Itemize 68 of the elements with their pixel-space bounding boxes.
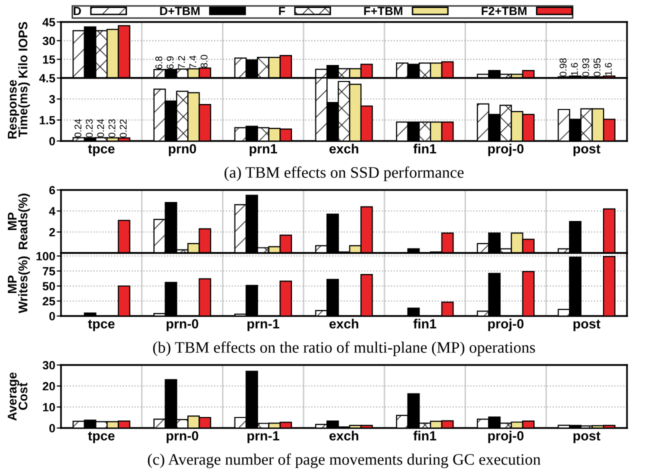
data-label: 0.22: [120, 119, 127, 138]
x-tick-label: prn-1: [248, 319, 280, 332]
y-tick-label: 3: [49, 95, 56, 104]
y-tick-label: 100: [36, 252, 55, 260]
data-label: 0.24: [74, 119, 82, 138]
text: (b) TBM effects on the ratio of multi-plane (MP) operations: [153, 341, 535, 356]
y-axis-title: Response Time(ms): [8, 80, 30, 139]
y-axis-title: MP Writes(%): [8, 256, 30, 314]
y-tick-label: 0: [49, 137, 55, 146]
x-tick-label: proj-0: [488, 318, 524, 332]
x-tick-label: prn1: [250, 144, 278, 156]
legend-label: D: [74, 6, 81, 16]
data-label: 7.2: [178, 56, 185, 69]
y-tick-label: 15: [43, 55, 56, 64]
x-tick-label: exch: [329, 144, 358, 154]
y-tick-label: 30: [42, 36, 55, 46]
y-axis-title: Kilo IOPS: [18, 22, 28, 78]
y-tick-label: 1.5: [40, 116, 56, 124]
x-tick-label: fin1: [413, 144, 436, 154]
x-tick-label: tpce: [88, 432, 115, 444]
x-tick-label: fin1: [413, 430, 436, 440]
data-label: 1.6: [570, 62, 578, 76]
x-tick-label: proj-0: [488, 144, 524, 156]
y-tick-label: 25: [42, 297, 56, 306]
x-tick-label: prn0: [168, 144, 196, 156]
y-tick-label: 20: [42, 382, 55, 390]
data-label: 0.93: [582, 58, 590, 76]
y-tick-label: 10: [43, 403, 55, 412]
y-tick-label: 0: [49, 424, 55, 432]
x-tick-label: post: [574, 432, 600, 444]
x-tick-label: tpce: [88, 320, 115, 332]
data-label: 6.8: [155, 56, 162, 70]
x-tick-label: exch: [329, 318, 358, 328]
y-tick-label: 2: [49, 228, 55, 236]
data-label: 0.23: [108, 119, 116, 138]
x-tick-label: prn-0: [166, 431, 198, 444]
y-axis-title: Average Cost: [8, 372, 28, 421]
data-label: 8.0: [200, 54, 208, 68]
x-tick-label: post: [574, 320, 600, 332]
y-tick-label: 0: [49, 312, 55, 320]
legend-label: D+TBM: [160, 6, 200, 16]
legend-label: F+TBM: [364, 6, 402, 16]
data-label: 0.98: [560, 58, 567, 76]
y-tick-label: 6: [49, 186, 56, 194]
data-label: 0.23: [86, 119, 93, 138]
x-tick-label: proj-0: [488, 430, 524, 444]
data-label: 0.95: [594, 58, 600, 76]
x-tick-label: tpce: [88, 144, 115, 156]
y-tick-label: 45: [42, 18, 56, 26]
x-tick-label: prn-0: [166, 319, 198, 332]
y-tick-label: 4.5: [39, 74, 56, 82]
data-label: 7.4: [189, 56, 196, 68]
data-label: 0.24: [97, 119, 104, 138]
legend-label: F: [279, 6, 286, 16]
legend-label: F2+TBM: [482, 6, 526, 16]
y-tick-label: 75: [42, 267, 56, 276]
data-label: 6.9: [166, 56, 174, 69]
y-tick-label: 4: [49, 207, 56, 216]
y-axis-title: MP Reads(%): [8, 194, 30, 250]
x-tick-label: fin1: [413, 318, 436, 328]
data-label: 1.6: [604, 62, 612, 76]
x-tick-label: post: [574, 144, 600, 156]
x-tick-label: exch: [329, 430, 358, 440]
text: (c) Average number of page movements during GC execution: [148, 453, 541, 468]
text: (a) TBM effects on SSD performance: [224, 166, 464, 182]
y-tick-label: 50: [42, 282, 55, 290]
y-tick-label: 30: [42, 361, 55, 370]
x-tick-label: prn-1: [248, 431, 280, 444]
